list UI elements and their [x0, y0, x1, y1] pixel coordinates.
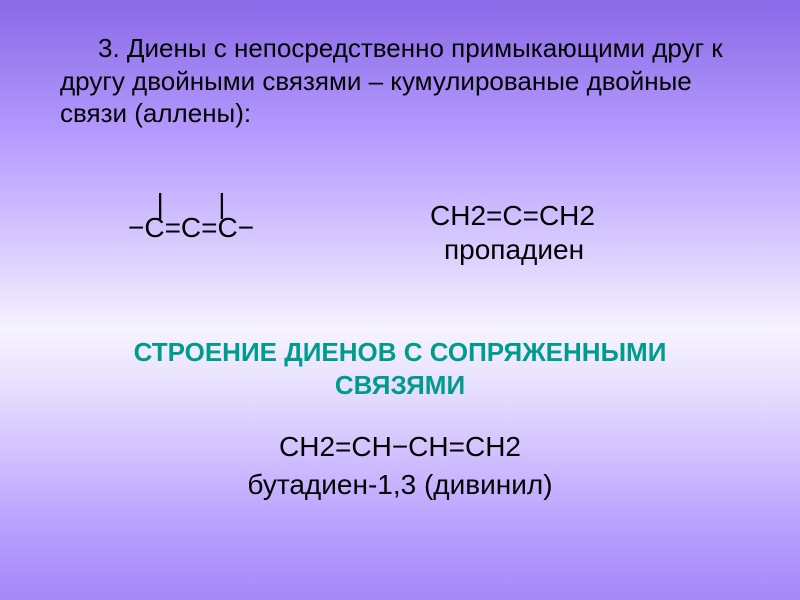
allene-formula: −С=С=С− — [128, 214, 254, 242]
butadiene-formula: СН2=СН−СН=СН2 — [0, 428, 800, 466]
slide: 3. Диены с непосредственно примыкающими … — [0, 0, 800, 600]
intro-text: 3. Диены с непосредственно примыкающими … — [60, 33, 723, 128]
butadiene-name: бутадиен-1,3 (дивинил) — [0, 466, 800, 504]
section-title: СТРОЕНИЕ ДИЕНОВ С СОПРЯЖЕННЫМИ СВЯЗЯМИ — [0, 336, 800, 401]
section-title-line2: СВЯЗЯМИ — [0, 369, 800, 402]
propadiene-block: СН2=С=СН2 пропадиен — [430, 200, 595, 266]
intro-paragraph: 3. Диены с непосредственно примыкающими … — [60, 32, 740, 130]
propadiene-name: пропадиен — [444, 234, 595, 266]
allene-structure: | | −С=С=С− — [128, 190, 254, 242]
propadiene-formula: СН2=С=СН2 — [430, 200, 595, 232]
butadiene-block: СН2=СН−СН=СН2 бутадиен-1,3 (дивинил) — [0, 428, 800, 504]
section-title-line1: СТРОЕНИЕ ДИЕНОВ С СОПРЯЖЕННЫМИ — [0, 336, 800, 369]
